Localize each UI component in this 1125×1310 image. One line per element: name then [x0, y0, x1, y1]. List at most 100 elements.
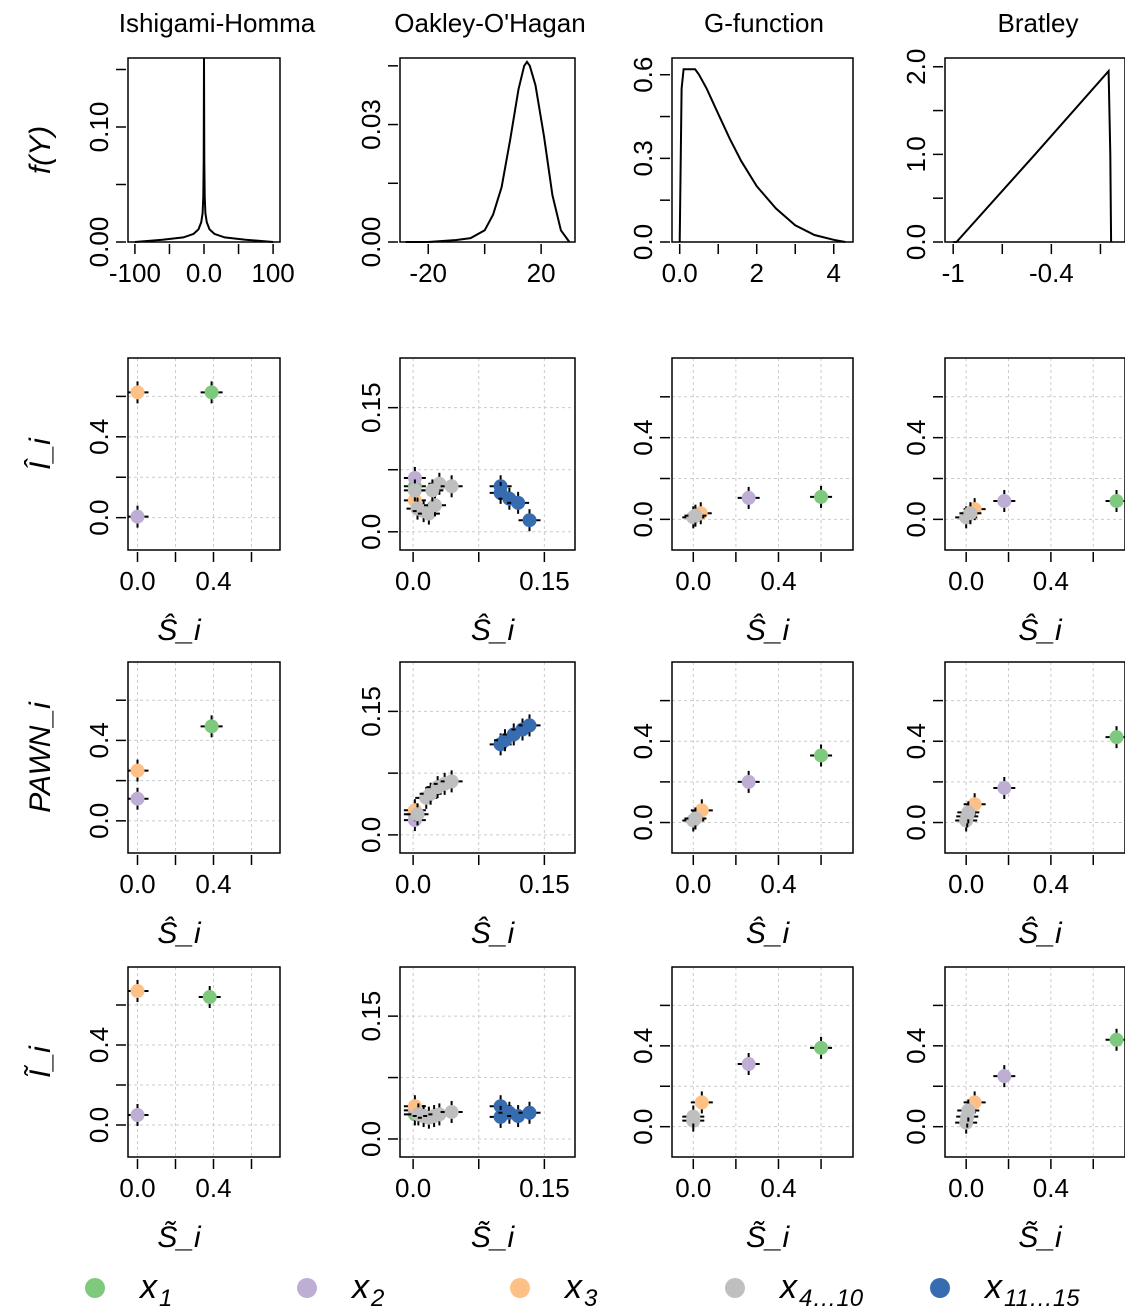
legend-swatch: [510, 1278, 530, 1298]
y-tick-label: 0.0: [901, 1109, 931, 1145]
data-point-x4-10: [444, 774, 459, 789]
data-point-x4-10: [444, 479, 459, 494]
x-tick-label: -0.4: [1029, 258, 1074, 288]
y-tick-label: 0.10: [84, 102, 114, 153]
x-tick-label: 0.4: [1033, 869, 1069, 899]
x-axis-label: Ŝ_i: [157, 613, 202, 647]
y-tick-label: 0.6: [628, 57, 658, 93]
panel: 0.0 0.4 0.0 0.4 Ŝ_i: [901, 661, 1125, 950]
y-tick-label: 0.4: [84, 1027, 114, 1063]
data-point-x2: [130, 1108, 145, 1122]
data-point-x4-10: [688, 811, 703, 826]
x-tick-label: -100: [109, 258, 161, 288]
x-tick-label: 100: [251, 258, 294, 288]
points: [955, 726, 1125, 832]
x-axis-label: Ŝ_i: [746, 613, 791, 647]
panel: -100 0.0 100 0.00 0.10 f(Y): [24, 57, 295, 288]
x-axis-label: S̃_i: [157, 1221, 202, 1254]
legend-label: x2: [350, 1268, 384, 1310]
data-point-x1: [1109, 730, 1124, 745]
data-point-x2: [741, 1057, 756, 1072]
y-tick-label: 0.0: [84, 1107, 114, 1143]
points: [128, 980, 221, 1126]
y-tick-label: 0.15: [356, 991, 386, 1042]
data-point-x1: [202, 990, 217, 1004]
points: [128, 381, 223, 528]
x-tick-label: 0.4: [1033, 1173, 1069, 1203]
y-tick-label: 2.0: [901, 49, 931, 85]
data-point-x2: [130, 791, 145, 806]
x-tick-label: 0.0: [119, 1173, 155, 1203]
x-tick-label: 0.15: [519, 566, 570, 596]
y-tick-label: 1.0: [901, 136, 931, 172]
data-point-x1: [814, 1040, 829, 1055]
x-axis-label: Ŝ_i: [157, 916, 202, 950]
data-point-x4-10: [410, 807, 425, 822]
legend-swatch: [85, 1278, 105, 1298]
plot-frame: [399, 57, 576, 243]
panel: 0.0 0.4 0.0 0.4 S̃_i: [901, 966, 1125, 1254]
plot-frame: [127, 661, 281, 854]
plot-frame: [399, 661, 576, 854]
x-tick-label: 0.0: [675, 869, 711, 899]
data-point-x11-15: [522, 718, 537, 733]
data-point-x2: [997, 1069, 1012, 1084]
data-point-x3: [130, 984, 145, 998]
x-tick-label: 0.4: [195, 1173, 231, 1203]
column-title: G-function: [704, 8, 824, 38]
y-tick-label: 0.4: [628, 420, 658, 456]
column-title: Ishigami-Homma: [119, 8, 316, 38]
points: [403, 714, 541, 832]
x-tick-label: 0.4: [760, 869, 796, 899]
plot-frame: [399, 357, 576, 551]
y-tick-label: 0.4: [901, 723, 931, 759]
x-tick-label: 0.4: [760, 1173, 796, 1203]
x-tick-label: 0.0: [395, 566, 431, 596]
data-point-x4-10: [963, 506, 978, 521]
panel: 0.0 0.150.00.15S̃_i: [356, 966, 576, 1254]
data-point-x1: [1109, 493, 1124, 508]
panel: -20 20 0.00 0.03: [356, 57, 576, 288]
plot-frame: [944, 661, 1125, 854]
data-point-x4-10: [686, 1109, 701, 1124]
x-tick-label: 0.15: [519, 869, 570, 899]
data-point-x4-10: [961, 805, 976, 820]
column-title: Oakley-O'Hagan: [394, 8, 585, 38]
x-tick-label: 0.0: [675, 1173, 711, 1203]
data-point-x3: [130, 385, 145, 400]
plot-frame: [944, 966, 1125, 1158]
panel: 0.0 0.4 0.0 0.4 Ŝ_i: [901, 357, 1125, 647]
panel: 0.0 0.4 0.0 0.4 Ŝ_i: [628, 357, 854, 647]
y-axis-label: Î_i: [24, 437, 57, 470]
points: [128, 715, 223, 810]
column-title: Bratley: [998, 8, 1079, 38]
x-axis-label: Ŝ_i: [471, 916, 516, 950]
x-axis-label: S̃_i: [746, 1221, 791, 1254]
data-point-x11-15: [522, 513, 537, 528]
density-line: [405, 60, 571, 243]
y-tick-label: 0.0: [84, 803, 114, 839]
legend: x1 x2 x3 x4…10 x11…15: [85, 1268, 1080, 1310]
data-point-x1: [814, 489, 829, 504]
y-tick-label: 0.0: [356, 817, 386, 853]
data-point-x11-15: [522, 1105, 537, 1120]
x-tick-label: -1: [942, 258, 965, 288]
x-axis-label: Ŝ_i: [1018, 613, 1063, 647]
x-tick-label: 0.0: [395, 1173, 431, 1203]
data-point-x1: [204, 719, 219, 734]
y-tick-label: 0.0: [356, 1121, 386, 1157]
x-axis-label: Ŝ_i: [471, 613, 516, 647]
plot-frame: [399, 966, 576, 1158]
y-tick-label: 0.4: [628, 723, 658, 759]
plot-frame: [671, 661, 854, 854]
data-point-x1: [814, 748, 829, 763]
data-point-x3: [130, 763, 145, 778]
y-axis-label: f(Y): [24, 126, 57, 174]
x-tick-label: 0.0: [948, 869, 984, 899]
legend-item: x2: [297, 1268, 384, 1310]
panels: -100 0.0 100 0.00 0.10 f(Y) -20 20 0.00 0.03 0.0 2 4…: [23, 49, 1125, 1254]
y-tick-label: 0.0: [84, 500, 114, 536]
data-point-x2: [741, 774, 756, 789]
y-axis-label: PAWN_i: [24, 701, 57, 813]
x-tick-label: 0.0: [948, 1173, 984, 1203]
